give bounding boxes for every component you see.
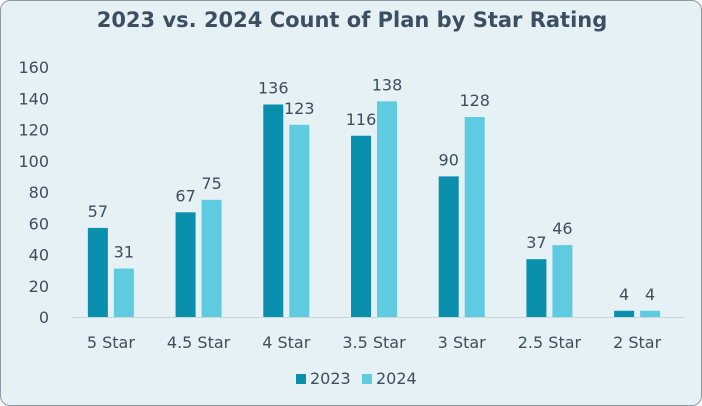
bar-2023-2-star <box>614 310 635 317</box>
bar-2024-3-star <box>464 117 485 317</box>
legend-swatch <box>296 374 306 384</box>
y-tick-label: 20 <box>29 277 49 296</box>
data-label: 4 <box>645 285 655 304</box>
data-label: 123 <box>284 99 315 118</box>
bar-2024-5-star <box>113 268 134 317</box>
bar-2024-3.5-star <box>377 101 397 317</box>
legend-swatch <box>362 374 372 384</box>
legend-label: 2023 <box>310 369 351 388</box>
bar-2023-3.5-star <box>351 135 371 317</box>
bar-2023-4-star <box>263 104 284 317</box>
data-label: 57 <box>88 202 108 221</box>
y-tick-label: 100 <box>18 152 49 171</box>
data-label: 4 <box>619 285 629 304</box>
data-label: 37 <box>526 233 546 252</box>
y-tick-label: 0 <box>39 308 49 327</box>
data-label: 75 <box>201 174 221 193</box>
data-label: 136 <box>258 79 289 98</box>
chart-title: 2023 vs. 2024 Count of Plan by Star Rati… <box>97 8 608 32</box>
legend-label: 2024 <box>376 369 417 388</box>
y-tick-label: 140 <box>18 89 49 108</box>
data-label: 90 <box>439 150 459 169</box>
bar-2024-2-star <box>640 310 661 317</box>
x-tick-label: 3.5 Star <box>342 333 406 352</box>
x-tick-label: 4.5 Star <box>167 333 231 352</box>
x-tick-label: 5 Star <box>87 333 136 352</box>
data-label: 31 <box>114 243 134 262</box>
y-tick-label: 40 <box>29 246 49 265</box>
legend: 2023 2024 <box>296 369 417 388</box>
bar-2023-4.5-star <box>175 212 196 317</box>
data-label: 67 <box>175 186 195 205</box>
bar-2023-2.5-star <box>526 259 547 317</box>
data-label: 116 <box>346 110 377 129</box>
bar-2024-4-star <box>289 124 310 317</box>
x-axis: 5 Star 4.5 Star 4 Star 3.5 Star 3 Star 2.5 St… <box>87 333 662 352</box>
x-tick-label: 4 Star <box>262 333 311 352</box>
bar-2024-2.5-star <box>552 245 573 317</box>
y-tick-label: 80 <box>29 183 49 202</box>
data-label: 46 <box>552 219 572 238</box>
x-tick-label: 2 Star <box>613 333 662 352</box>
bar-2023-5-star <box>87 227 108 317</box>
data-label: 128 <box>459 91 490 110</box>
bar-2024-4.5-star <box>201 199 222 317</box>
x-tick-label: 3 Star <box>438 333 487 352</box>
data-label: 138 <box>372 75 403 94</box>
y-tick-label: 120 <box>18 121 49 140</box>
y-tick-label: 60 <box>29 214 49 233</box>
x-tick-label: 2.5 Star <box>518 333 582 352</box>
bar-2023-3-star <box>438 176 459 317</box>
y-axis: 0 20 40 60 80 100 120 140 160 <box>18 58 685 327</box>
y-tick-label: 160 <box>18 58 49 77</box>
